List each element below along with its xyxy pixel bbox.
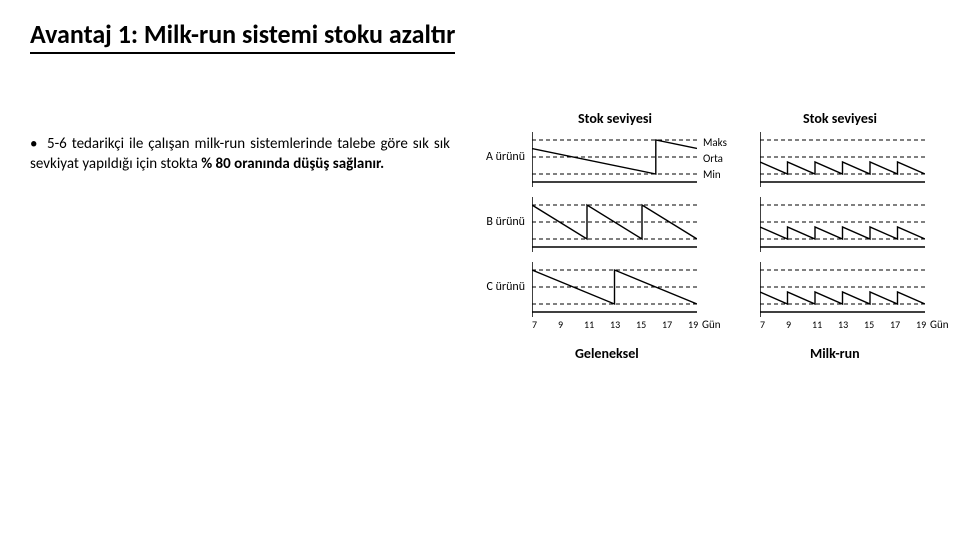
xtick: 13	[610, 318, 620, 331]
x-axis-label-left: Gün	[702, 318, 721, 331]
bottom-label-milkrun: Milk-run	[810, 345, 860, 362]
xtick: 11	[812, 318, 822, 331]
legend-orta: Orta	[703, 152, 723, 165]
page-title: Avantaj 1: Milk-run sistemi stoku azaltı…	[30, 18, 455, 54]
chart-a-traditional	[532, 132, 697, 187]
row-label-a: A ürünü	[470, 150, 525, 164]
header-milkrun: Stok seviyesi	[780, 110, 900, 127]
chart-c-traditional	[532, 262, 697, 317]
legend-maks: Maks	[703, 136, 727, 149]
xtick: 7	[532, 318, 537, 331]
xtick: 15	[864, 318, 874, 331]
x-axis-label-right: Gün	[930, 318, 949, 331]
chart-a-milkrun	[760, 132, 925, 187]
xtick: 19	[688, 318, 698, 331]
xtick: 17	[890, 318, 900, 331]
xtick: 9	[786, 318, 791, 331]
xticks-traditional: 7 9 11 13 15 17 19	[532, 318, 697, 332]
row-label-b: B ürünü	[470, 215, 525, 229]
xtick: 15	[636, 318, 646, 331]
bullet-text: • 5-6 tedarikçi ile çalışan milk-run sis…	[30, 135, 450, 174]
xticks-milkrun: 7 9 11 13 15 17 19	[760, 318, 925, 332]
xtick: 7	[760, 318, 765, 331]
bottom-label-traditional: Geleneksel	[575, 345, 639, 362]
chart-c-milkrun	[760, 262, 925, 317]
bullet-dot: •	[30, 135, 42, 155]
xtick: 9	[558, 318, 563, 331]
xtick: 17	[662, 318, 672, 331]
xtick: 13	[838, 318, 848, 331]
stock-diagram: Stok seviyesi Stok seviyesi Maks Orta Mi…	[470, 110, 940, 410]
header-traditional: Stok seviyesi	[555, 110, 675, 127]
legend-min: Min	[703, 168, 721, 181]
chart-b-traditional	[532, 197, 697, 252]
row-label-c: C ürünü	[470, 280, 525, 294]
bullet-bold: % 80 oranında düşüş sağlanır.	[201, 155, 384, 173]
chart-b-milkrun	[760, 197, 925, 252]
xtick: 11	[584, 318, 594, 331]
xtick: 19	[916, 318, 926, 331]
